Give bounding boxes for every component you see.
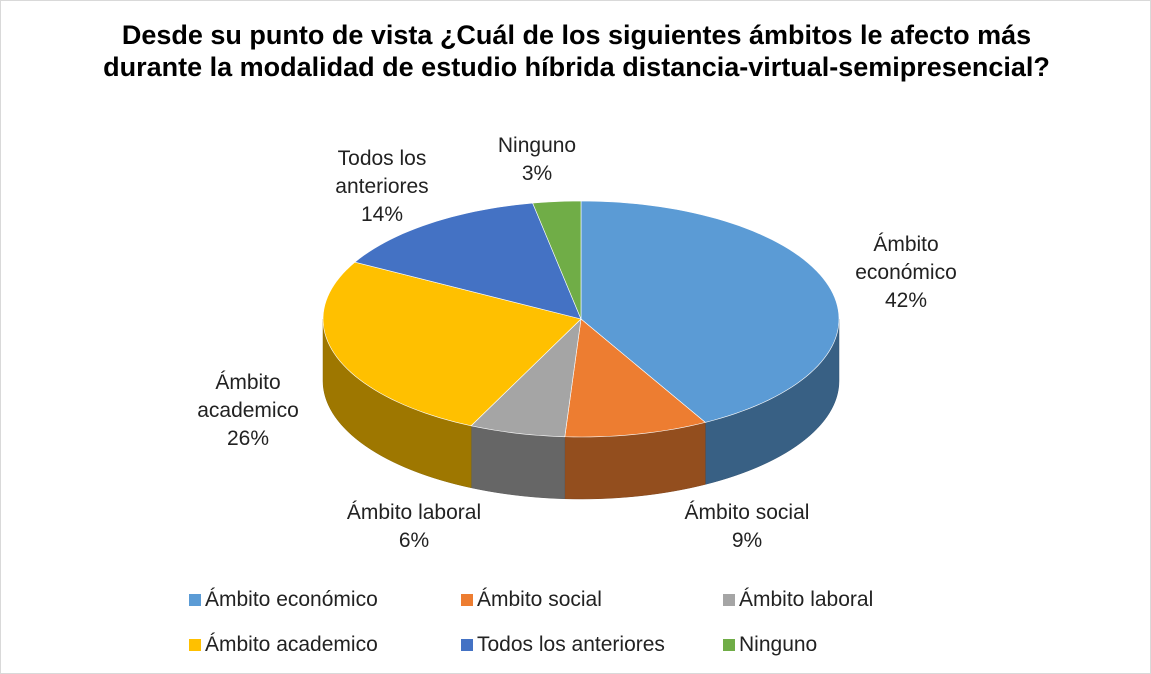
data-label-value: 6% [398, 529, 430, 552]
data-label-value: 42% [884, 289, 928, 312]
legend-item: Ámbito academico [189, 633, 378, 657]
legend-label: Todos los anteriores [477, 633, 665, 656]
data-label-category: Ámbito económico [855, 233, 957, 284]
data-label: Ámbito laboral 6% [314, 499, 514, 555]
legend-swatch [461, 594, 473, 606]
legend-item: Ninguno [723, 633, 817, 657]
slice [564, 318, 706, 438]
legend-item: Ámbito económico [189, 588, 378, 612]
data-label: Todos los anteriores 14% [312, 145, 452, 229]
slice-side [470, 425, 566, 500]
legend-swatch [461, 639, 473, 651]
slice [470, 318, 582, 438]
slice [354, 202, 582, 320]
legend-item: Todos los anteriores [461, 633, 665, 657]
chart-title: Desde su punto de vista ¿Cuál de los sig… [103, 20, 1050, 82]
legend-label: Ámbito laboral [739, 588, 874, 611]
legend-swatch [189, 639, 201, 651]
data-label-category: Ámbito academico [197, 371, 299, 422]
data-label: Ámbito social 9% [657, 499, 837, 555]
data-label-category: Ámbito laboral [346, 501, 482, 524]
data-label-value: 3% [521, 162, 553, 185]
data-label-value: 14% [360, 203, 404, 226]
data-label-value: 26% [226, 427, 270, 450]
data-label-category: Ámbito social [684, 501, 810, 524]
legend-label: Ninguno [739, 633, 818, 656]
legend-label: Ámbito academico [205, 633, 378, 656]
legend-label: Ámbito económico [205, 588, 378, 611]
legend-item: Ámbito social [461, 588, 602, 612]
data-label: Ninguno 3% [477, 132, 597, 188]
slice [580, 200, 840, 423]
legend-item: Ámbito laboral [723, 588, 873, 612]
legend-swatch [189, 594, 201, 606]
legend-swatch [723, 594, 735, 606]
data-label: Ámbito academico 26% [178, 369, 318, 453]
data-label-category: Ninguno [497, 134, 577, 157]
data-label-category: Todos los anteriores [335, 147, 429, 198]
legend-swatch [723, 639, 735, 651]
slice [532, 200, 582, 320]
data-label: Ámbito económico 42% [836, 231, 976, 315]
legend-label: Ámbito social [477, 588, 602, 611]
data-label-value: 9% [731, 529, 763, 552]
